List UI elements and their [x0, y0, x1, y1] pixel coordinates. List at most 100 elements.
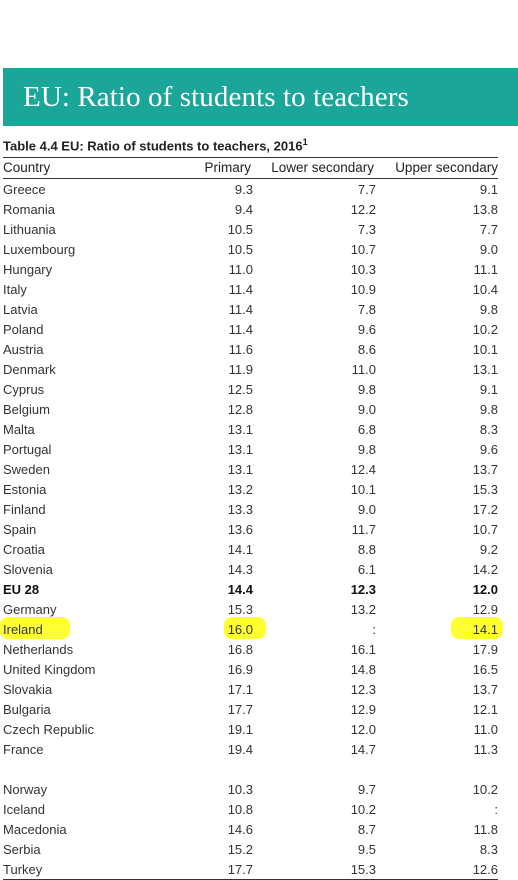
table-row: Denmark 11.9 11.0 13.1	[3, 359, 498, 379]
cell-country: Croatia	[3, 542, 45, 557]
cell-primary: 14.1	[227, 542, 253, 557]
data-table: Country Primary Lower secondary Upper se…	[0, 157, 503, 880]
cell-lower-secondary: 9.0	[357, 502, 376, 517]
cell-lower-secondary: 10.9	[350, 282, 376, 297]
cell-primary: 17.1	[227, 682, 253, 697]
header-upper-secondary: Upper secondary	[395, 160, 498, 175]
cell-lower-secondary: 13.2	[350, 602, 376, 617]
table-row: France 19.4 14.7 11.3	[3, 739, 498, 759]
cell-country: Italy	[3, 282, 27, 297]
cell-country: Czech Republic	[3, 722, 95, 737]
table-row: Austria 11.6 8.6 10.1	[3, 339, 498, 359]
cell-upper-secondary: 10.7	[472, 522, 498, 537]
cell-primary: 13.1	[227, 442, 253, 457]
cell-country: United Kingdom	[3, 662, 96, 677]
cell-primary: 10.8	[227, 802, 253, 817]
cell-lower-secondary: 7.3	[357, 222, 376, 237]
cell-primary: 9.4	[234, 202, 253, 217]
group-spacer	[3, 759, 498, 779]
cell-country: Cyprus	[3, 382, 45, 397]
cell-primary: 12.8	[227, 402, 253, 417]
cell-upper-secondary: 12.1	[472, 702, 498, 717]
cell-primary: 11.6	[228, 342, 253, 357]
cell-lower-secondary: 9.8	[357, 382, 376, 397]
cell-primary: 16.8	[227, 642, 253, 657]
cell-lower-secondary: 7.7	[357, 182, 376, 197]
table-row: Turkey 17.7 15.3 12.6	[3, 859, 498, 879]
cell-upper-secondary: 17.2	[472, 502, 498, 517]
cell-country: Latvia	[3, 302, 38, 317]
cell-lower-secondary: 9.7	[357, 782, 376, 797]
cell-upper-secondary: 9.2	[479, 542, 498, 557]
cell-upper-secondary: 10.2	[472, 782, 498, 797]
cell-country: Greece	[3, 182, 46, 197]
cell-primary: 16.9	[227, 662, 253, 677]
cell-country: Bulgaria	[3, 702, 51, 717]
cell-upper-secondary: 11.3	[473, 742, 498, 757]
page-title: EU: Ratio of students to teachers	[23, 80, 409, 113]
cell-upper-secondary: 12.0	[472, 582, 498, 597]
cell-lower-secondary: 9.6	[357, 322, 376, 337]
cell-lower-secondary: :	[372, 622, 376, 637]
cell-lower-secondary: 11.7	[351, 522, 376, 537]
table-caption-text: Table 4.4 EU: Ratio of students to teach…	[3, 138, 303, 154]
cell-lower-secondary: 11.0	[351, 362, 376, 377]
table-row: Netherlands 16.8 16.1 17.9	[3, 639, 498, 659]
cell-country: Netherlands	[3, 642, 74, 657]
cell-primary: 13.1	[227, 462, 253, 477]
cell-lower-secondary: 15.3	[350, 862, 376, 877]
cell-upper-secondary: 11.0	[473, 722, 498, 737]
cell-country: Ireland	[3, 622, 43, 637]
highlight-primary	[224, 617, 266, 639]
cell-upper-secondary: 10.4	[472, 282, 498, 297]
cell-upper-secondary: 9.0	[479, 242, 498, 257]
cell-lower-secondary: 9.0	[357, 402, 376, 417]
cell-upper-secondary: :	[494, 802, 498, 817]
table-row: Poland 11.4 9.6 10.2	[3, 319, 498, 339]
table-row: United Kingdom 16.9 14.8 16.5	[3, 659, 498, 679]
table-row: Malta 13.1 6.8 8.3	[3, 419, 498, 439]
cell-primary: 12.5	[227, 382, 253, 397]
cell-country: Finland	[3, 502, 46, 517]
cell-country: Lithuania	[3, 222, 56, 237]
table-caption: Table 4.4 EU: Ratio of students to teach…	[3, 137, 308, 153]
table-caption-footnote: 1	[302, 137, 308, 147]
cell-upper-secondary: 12.9	[472, 602, 498, 617]
cell-primary: 13.6	[227, 522, 253, 537]
cell-lower-secondary: 10.3	[350, 262, 376, 277]
cell-upper-secondary: 9.6	[479, 442, 498, 457]
cell-country: Slovakia	[3, 682, 53, 697]
cell-upper-secondary: 9.1	[479, 182, 498, 197]
cell-primary: 9.3	[234, 182, 253, 197]
cell-primary: 19.4	[227, 742, 253, 757]
cell-primary: 17.7	[227, 702, 253, 717]
table-row: EU 28 14.4 12.3 12.0	[3, 579, 498, 599]
cell-lower-secondary: 12.3	[350, 582, 376, 597]
cell-country: Denmark	[3, 362, 56, 377]
cell-country: Estonia	[3, 482, 47, 497]
cell-upper-secondary: 9.8	[479, 302, 498, 317]
cell-lower-secondary: 6.8	[357, 422, 376, 437]
cell-upper-secondary: 13.7	[472, 682, 498, 697]
cell-upper-secondary: 10.1	[472, 342, 498, 357]
cell-country: Slovenia	[3, 562, 53, 577]
cell-country: Macedonia	[3, 822, 67, 837]
table-row: Romania 9.4 12.2 13.8	[3, 199, 498, 219]
cell-country: EU 28	[3, 582, 40, 597]
cell-country: Portugal	[3, 442, 52, 457]
cell-lower-secondary: 12.0	[350, 722, 376, 737]
header-primary: Primary	[204, 160, 252, 175]
table-row: Bulgaria 17.7 12.9 12.1	[3, 699, 498, 719]
cell-country: Turkey	[3, 862, 43, 877]
cell-primary: 11.4	[228, 302, 253, 317]
cell-lower-secondary: 8.8	[357, 542, 376, 557]
highlight-upper-secondary	[451, 617, 503, 639]
cell-country: Germany	[3, 602, 57, 617]
cell-lower-secondary: 16.1	[350, 642, 376, 657]
table-row: Belgium 12.8 9.0 9.8	[3, 399, 498, 419]
cell-primary: 14.3	[227, 562, 253, 577]
cell-country: Austria	[3, 342, 44, 357]
cell-upper-secondary: 11.8	[473, 822, 498, 837]
cell-lower-secondary: 14.8	[350, 662, 376, 677]
cell-country: Sweden	[3, 462, 50, 477]
